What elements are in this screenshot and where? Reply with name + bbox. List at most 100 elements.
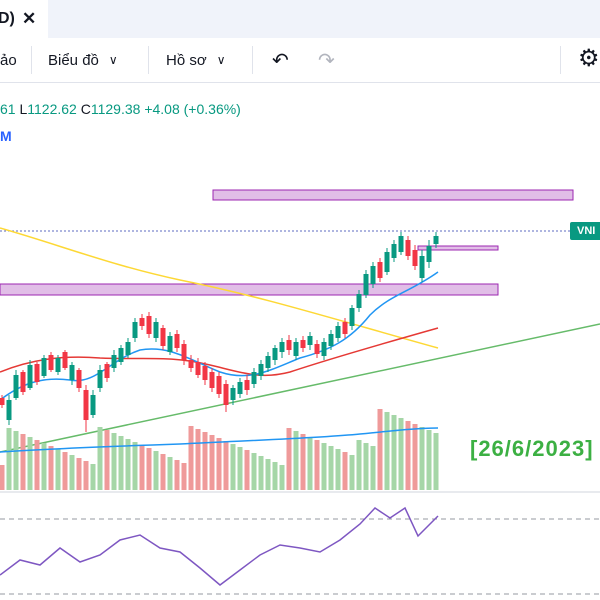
volume-bar [433, 433, 439, 490]
volume-bar [188, 426, 194, 490]
candle-body [398, 236, 404, 252]
candle-body [363, 274, 369, 295]
volume-bar [307, 437, 313, 490]
gear-icon[interactable]: ⚙ [578, 44, 600, 72]
candle-body [111, 355, 117, 368]
volume-bar [370, 446, 376, 490]
candle-body [132, 322, 138, 338]
candle-body [391, 244, 397, 258]
candle-body [433, 236, 439, 244]
volume-bar [412, 424, 418, 490]
volume-bar [20, 434, 26, 490]
candle-body [20, 372, 26, 392]
candle-body [216, 376, 222, 394]
volume-bar [153, 451, 159, 490]
chevron-down-icon: ∨ [216, 53, 226, 67]
candle-body [13, 375, 19, 398]
volume-bar [342, 452, 348, 490]
candle-body [265, 356, 271, 368]
candle-body [41, 358, 47, 376]
candle-body [412, 250, 418, 266]
volume-bar [384, 412, 390, 490]
candle-body [258, 364, 264, 376]
volume-bar [251, 453, 257, 490]
candle-body [230, 388, 236, 400]
price-axis-tag: VNI [570, 222, 600, 240]
legend-line-2: M [0, 128, 12, 144]
volume-bar [328, 446, 334, 490]
candle-body [146, 316, 152, 334]
volume-bar [363, 443, 369, 490]
redo-icon[interactable]: ↷ [318, 49, 335, 72]
open-value: 61 [0, 101, 16, 117]
volume-bar [398, 418, 404, 490]
candle-body [237, 382, 243, 394]
volume-bar [426, 430, 432, 490]
candle-body [90, 395, 96, 415]
volume-bar [118, 436, 124, 490]
candle-body [48, 355, 54, 370]
candle-body [314, 344, 320, 354]
volume-bar [83, 461, 89, 490]
volume-bar [97, 427, 103, 490]
candle-body [342, 322, 348, 334]
candle-body [293, 342, 299, 356]
candle-body [160, 328, 166, 346]
candle-body [209, 372, 215, 388]
volume-bar [104, 430, 110, 490]
date-annotation: [26/6/2023] [470, 436, 594, 461]
candle-body [384, 252, 390, 272]
volume-ma-line [0, 427, 439, 453]
chart-tab[interactable]: D) ✕ [0, 0, 48, 38]
volume-bar [111, 433, 117, 490]
candle-body [181, 344, 187, 360]
volume-bar [377, 409, 383, 490]
volume-bar [356, 440, 362, 490]
candle-body [188, 360, 194, 368]
candle-body [34, 364, 40, 382]
volume-bar [209, 435, 215, 490]
candle-body [202, 366, 208, 380]
volume-bar [174, 460, 180, 490]
change-value: +4.08 (+0.36%) [144, 101, 241, 117]
candle-body [62, 352, 68, 368]
candle-body [0, 398, 5, 405]
toolbar-divider [560, 46, 561, 74]
low-label: L [19, 101, 28, 117]
toolbar: ảo Biểu đồ ∨ Hồ sơ ∨ ↶ ↷ ⚙ [0, 38, 600, 83]
candle-body [244, 380, 250, 390]
close-value: 1129.38 [90, 101, 141, 117]
candle-body [223, 384, 229, 405]
support-zone [0, 283, 499, 296]
toolbar-item-cut[interactable]: ảo [0, 51, 17, 69]
candle-body [349, 308, 355, 326]
volume-bar [62, 452, 68, 490]
ohlc-legend: 61 L1122.62 C1129.38 +4.08 (+0.36%) [0, 101, 241, 117]
volume-bar [279, 465, 285, 490]
candle-body [307, 336, 313, 345]
volume-bar [76, 458, 82, 490]
volume-bar [13, 431, 19, 490]
volume-bar [244, 450, 250, 490]
volume-bar [405, 421, 411, 490]
volume-bar [69, 455, 75, 490]
volume-bar [146, 448, 152, 490]
chart-menu-button[interactable]: Biểu đồ ∨ [48, 48, 118, 72]
close-icon[interactable]: ✕ [22, 9, 37, 28]
candle-body [104, 364, 110, 378]
volume-bar [27, 437, 33, 490]
volume-bar [202, 432, 208, 490]
candle-body [83, 390, 89, 420]
candle-body [356, 294, 362, 308]
candle-body [405, 240, 411, 256]
chart-menu-label: Biểu đồ [48, 51, 99, 69]
profile-menu-button[interactable]: Hồ sơ ∨ [166, 48, 225, 72]
volume-bar [216, 438, 222, 490]
volume-bar [293, 431, 299, 490]
candle-body [69, 365, 75, 380]
candle-body [125, 342, 131, 355]
tab-title: D) [0, 10, 15, 27]
volume-bar [48, 446, 54, 490]
undo-icon[interactable]: ↶ [272, 49, 289, 72]
